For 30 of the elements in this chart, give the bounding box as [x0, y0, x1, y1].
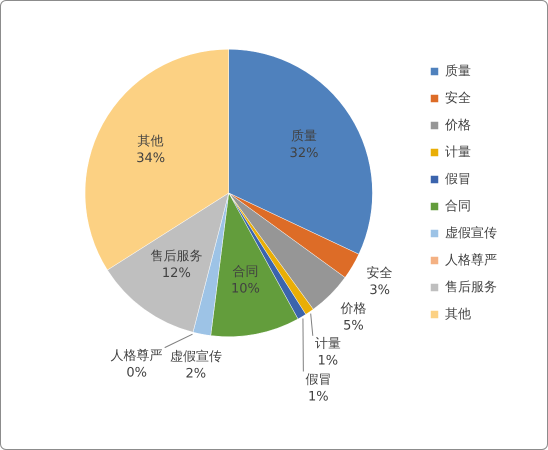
data-label: 1% — [318, 354, 338, 369]
slice-label: 售后服务 — [150, 248, 202, 264]
data-label: 1% — [308, 389, 329, 404]
slice-label: 价格 — [339, 302, 366, 317]
slice-label: 其他 — [138, 134, 164, 149]
legend-label: 计量 — [445, 144, 471, 160]
slice-label: 假冒 — [305, 372, 332, 388]
legend-label: 其他 — [445, 306, 471, 322]
slice-label: 合同 — [232, 264, 258, 280]
category-label: 人格尊严 — [110, 348, 163, 364]
text: 0% — [126, 365, 147, 380]
data-label: 5% — [343, 318, 364, 334]
slice-label: 虚假宣传 — [170, 348, 222, 364]
legend-label: 虚假宣传 — [445, 224, 497, 241]
data-label: 34% — [136, 150, 166, 166]
legend-label: 合同 — [445, 198, 471, 214]
legend-label: 质量 — [445, 64, 471, 79]
slice-label: 安全 — [366, 265, 393, 282]
legend-label: 假冒 — [445, 172, 471, 187]
data-label: 3% — [369, 283, 390, 298]
data-label: 12% — [162, 266, 191, 281]
legend-label: 售后服务 — [445, 280, 497, 295]
slice-label: 计量 — [314, 336, 341, 352]
data-label: 32% — [290, 146, 318, 162]
slice-label: 质量 — [291, 129, 317, 144]
legend-label: 人格尊严 — [445, 252, 497, 268]
legend-label: 价格 — [444, 118, 471, 133]
data-label: 2% — [186, 366, 206, 382]
data-label: 10% — [230, 281, 260, 296]
legend-label: 安全 — [445, 90, 471, 106]
